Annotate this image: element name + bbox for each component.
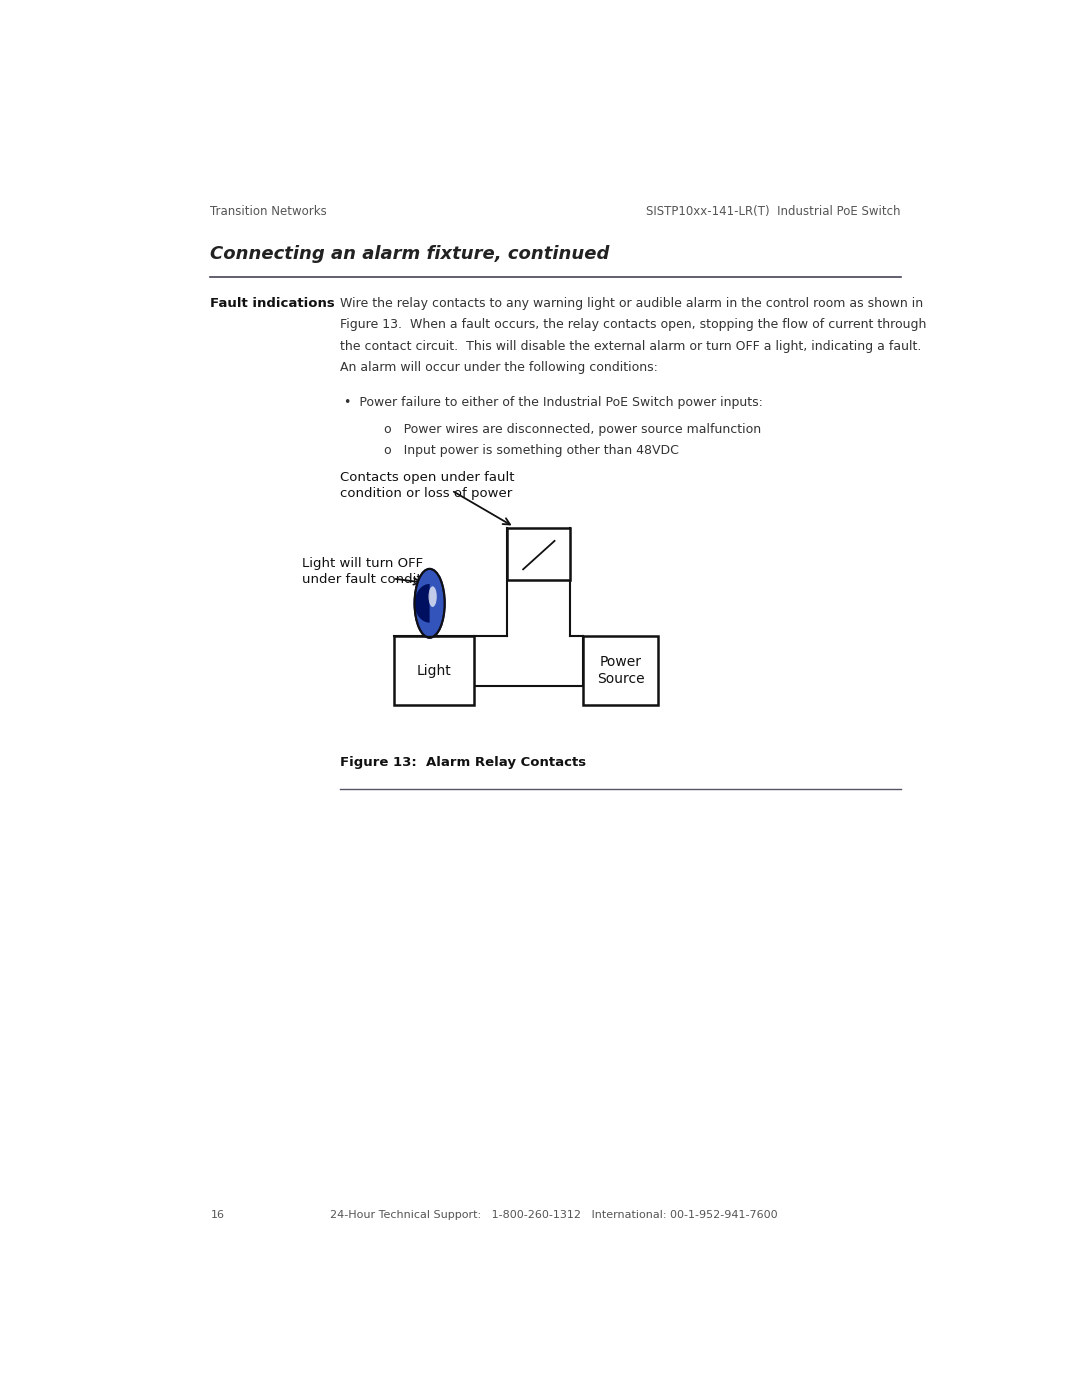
Text: o   Power wires are disconnected, power source malfunction: o Power wires are disconnected, power so… [383,422,760,436]
Text: Figure 13.  When a fault occurs, the relay contacts open, stopping the flow of c: Figure 13. When a fault occurs, the rela… [340,319,927,331]
Text: An alarm will occur under the following conditions:: An alarm will occur under the following … [340,362,658,374]
Text: Light: Light [417,664,451,678]
Text: Contacts open under fault
condition or loss of power: Contacts open under fault condition or l… [340,471,514,500]
Text: Transition Networks: Transition Networks [211,205,327,218]
Text: •  Power failure to either of the Industrial PoE Switch power inputs:: • Power failure to either of the Industr… [345,395,764,409]
Text: Connecting an alarm fixture, continued: Connecting an alarm fixture, continued [211,244,610,263]
Text: 16: 16 [211,1210,225,1220]
Text: the contact circuit.  This will disable the external alarm or turn OFF a light, : the contact circuit. This will disable t… [340,339,921,353]
Text: Light will turn OFF
under fault condition: Light will turn OFF under fault conditio… [302,557,443,585]
Text: o   Input power is something other than 48VDC: o Input power is something other than 48… [383,444,678,457]
Text: Wire the relay contacts to any warning light or audible alarm in the control roo: Wire the relay contacts to any warning l… [340,296,923,310]
Ellipse shape [429,587,436,606]
Text: SISTP10xx-141-LR(T)  Industrial PoE Switch: SISTP10xx-141-LR(T) Industrial PoE Switc… [646,205,901,218]
Text: 24-Hour Technical Support:   1-800-260-1312   International: 00-1-952-941-7600: 24-Hour Technical Support: 1-800-260-131… [329,1210,778,1220]
FancyBboxPatch shape [583,636,658,705]
Wedge shape [415,584,430,623]
FancyBboxPatch shape [394,636,474,705]
FancyBboxPatch shape [508,528,570,580]
Text: Fault indications: Fault indications [211,296,335,310]
Text: Power
Source: Power Source [596,655,645,686]
Ellipse shape [415,569,445,637]
Text: Figure 13:  Alarm Relay Contacts: Figure 13: Alarm Relay Contacts [340,756,586,768]
